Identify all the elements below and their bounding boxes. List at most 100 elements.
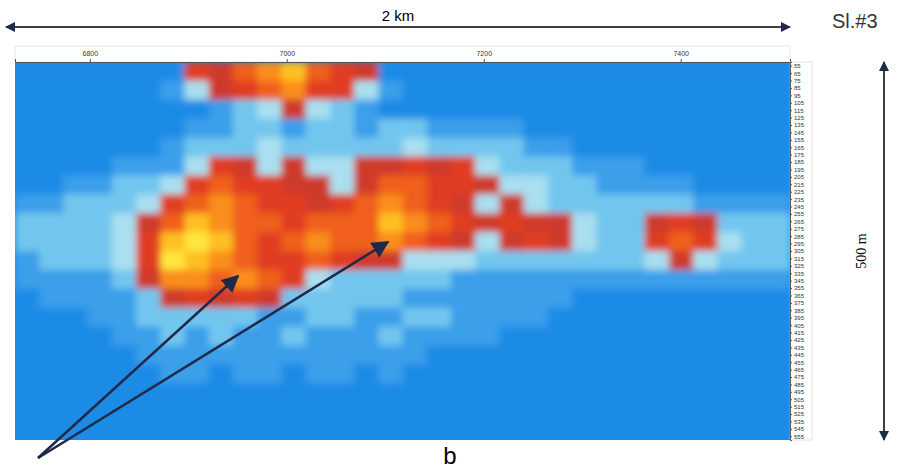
cell bbox=[209, 308, 234, 328]
cell bbox=[209, 346, 234, 366]
cell bbox=[717, 383, 742, 403]
tick-label: 55 bbox=[794, 63, 801, 69]
tick-label: 7000 bbox=[280, 50, 296, 57]
tick: 155 bbox=[790, 137, 805, 143]
cell bbox=[257, 232, 282, 252]
tick-label: 95 bbox=[794, 93, 801, 99]
cell bbox=[209, 364, 234, 384]
cell bbox=[160, 383, 185, 403]
cell bbox=[15, 402, 40, 422]
cell bbox=[160, 138, 185, 158]
tick-label: 465 bbox=[794, 367, 805, 373]
cell bbox=[572, 175, 597, 195]
cell bbox=[15, 251, 40, 271]
cell bbox=[669, 175, 694, 195]
cell bbox=[136, 213, 161, 233]
cell bbox=[403, 62, 428, 82]
cell bbox=[281, 157, 306, 177]
tick: 545 bbox=[790, 426, 805, 432]
cell bbox=[63, 327, 88, 347]
cell bbox=[233, 81, 258, 101]
cell bbox=[257, 175, 282, 195]
cell bbox=[403, 119, 428, 139]
cell bbox=[39, 270, 64, 290]
cell bbox=[330, 62, 355, 82]
cell bbox=[378, 421, 403, 440]
cell bbox=[427, 81, 452, 101]
cell bbox=[572, 251, 597, 271]
cell bbox=[281, 119, 306, 139]
cell bbox=[403, 270, 428, 290]
cell bbox=[378, 364, 403, 384]
cell bbox=[451, 308, 476, 328]
cell bbox=[233, 100, 258, 120]
cell bbox=[88, 251, 113, 271]
cell bbox=[306, 213, 331, 233]
cell bbox=[620, 308, 645, 328]
cell bbox=[15, 232, 40, 252]
cell bbox=[354, 119, 379, 139]
cell bbox=[499, 194, 524, 214]
cell bbox=[620, 194, 645, 214]
cell bbox=[596, 364, 621, 384]
cell bbox=[136, 232, 161, 252]
cell bbox=[572, 308, 597, 328]
cell bbox=[620, 289, 645, 309]
cell bbox=[548, 62, 573, 82]
cell bbox=[15, 175, 40, 195]
cell bbox=[330, 81, 355, 101]
cell bbox=[717, 175, 742, 195]
cell bbox=[524, 81, 549, 101]
tick: 525 bbox=[790, 411, 805, 417]
cell bbox=[669, 383, 694, 403]
cell bbox=[572, 119, 597, 139]
cell bbox=[209, 138, 234, 158]
cell bbox=[693, 346, 718, 366]
cell bbox=[15, 138, 40, 158]
cell bbox=[185, 232, 210, 252]
cell bbox=[645, 364, 670, 384]
cell bbox=[15, 157, 40, 177]
tick-label: 555 bbox=[794, 434, 805, 440]
cell bbox=[233, 383, 258, 403]
cell bbox=[717, 194, 742, 214]
cell bbox=[160, 289, 185, 309]
cell bbox=[475, 119, 500, 139]
cell bbox=[39, 157, 64, 177]
cell bbox=[112, 232, 137, 252]
cell bbox=[88, 327, 113, 347]
cell bbox=[39, 138, 64, 158]
cell bbox=[257, 289, 282, 309]
cell bbox=[596, 346, 621, 366]
cell bbox=[39, 100, 64, 120]
cell bbox=[306, 232, 331, 252]
tick-mark bbox=[790, 140, 792, 141]
cell bbox=[427, 308, 452, 328]
cell bbox=[766, 157, 790, 177]
tick-mark bbox=[790, 177, 792, 178]
tick-mark bbox=[790, 88, 792, 89]
cell bbox=[63, 346, 88, 366]
cell bbox=[63, 62, 88, 82]
cell bbox=[63, 270, 88, 290]
cell bbox=[306, 402, 331, 422]
tick-label: 285 bbox=[794, 234, 805, 240]
tick: 475 bbox=[790, 374, 805, 380]
cell bbox=[766, 62, 790, 82]
tick: 7400 bbox=[673, 50, 689, 62]
cell bbox=[596, 251, 621, 271]
cell bbox=[548, 289, 573, 309]
tick-label: 175 bbox=[794, 152, 805, 158]
cell bbox=[596, 383, 621, 403]
cell bbox=[160, 308, 185, 328]
cell bbox=[669, 402, 694, 422]
cell bbox=[209, 251, 234, 271]
cell bbox=[451, 62, 476, 82]
cell bbox=[185, 421, 210, 440]
tick: 405 bbox=[790, 323, 805, 329]
tick: 505 bbox=[790, 397, 805, 403]
cell bbox=[717, 289, 742, 309]
cell bbox=[281, 383, 306, 403]
cell bbox=[742, 289, 767, 309]
cell bbox=[572, 194, 597, 214]
